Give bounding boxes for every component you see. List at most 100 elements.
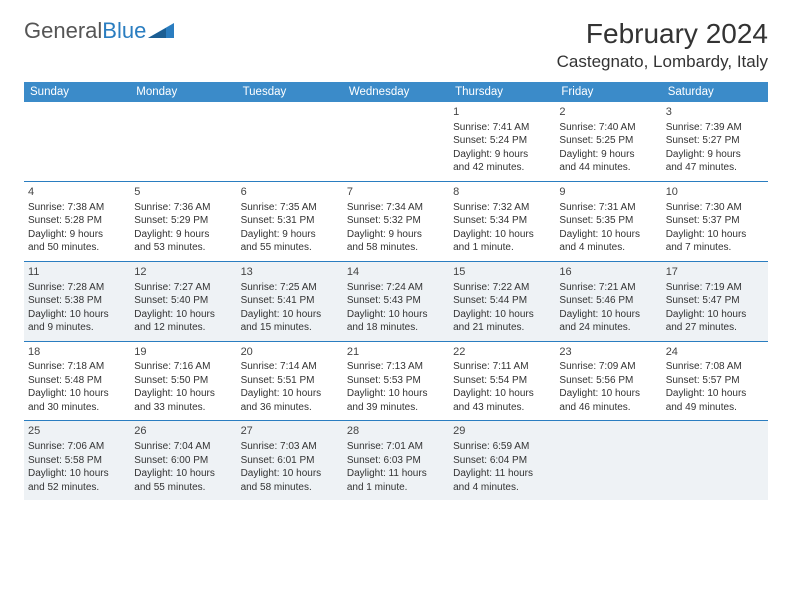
calendar-cell <box>24 102 130 181</box>
cell-line: Daylight: 11 hours <box>347 467 445 481</box>
cell-line: and 58 minutes. <box>347 241 445 255</box>
day-number: 25 <box>28 424 126 439</box>
day-number: 26 <box>134 424 232 439</box>
cell-line: Sunset: 5:25 PM <box>559 134 657 148</box>
calendar-cell: 28Sunrise: 7:01 AMSunset: 6:03 PMDayligh… <box>343 421 449 500</box>
cell-line: Sunset: 5:41 PM <box>241 294 339 308</box>
calendar-cell <box>343 102 449 181</box>
cell-line: Daylight: 9 hours <box>241 228 339 242</box>
day-number: 3 <box>666 105 764 120</box>
calendar-week-row: 4Sunrise: 7:38 AMSunset: 5:28 PMDaylight… <box>24 181 768 261</box>
day-number: 6 <box>241 185 339 200</box>
triangle-icon <box>148 18 174 44</box>
calendar-cell: 27Sunrise: 7:03 AMSunset: 6:01 PMDayligh… <box>237 421 343 500</box>
cell-line: Daylight: 10 hours <box>453 387 551 401</box>
cell-line: Daylight: 10 hours <box>134 387 232 401</box>
cell-line: Sunset: 5:37 PM <box>666 214 764 228</box>
cell-line: Sunset: 6:04 PM <box>453 454 551 468</box>
cell-line: Sunrise: 7:08 AM <box>666 360 764 374</box>
cell-line: Daylight: 10 hours <box>28 308 126 322</box>
cell-line: and 15 minutes. <box>241 321 339 335</box>
cell-line: and 50 minutes. <box>28 241 126 255</box>
calendar-cell: 23Sunrise: 7:09 AMSunset: 5:56 PMDayligh… <box>555 341 661 421</box>
cell-line: Sunrise: 7:03 AM <box>241 440 339 454</box>
cell-line: Sunrise: 7:16 AM <box>134 360 232 374</box>
calendar-cell: 19Sunrise: 7:16 AMSunset: 5:50 PMDayligh… <box>130 341 236 421</box>
cell-line: Sunset: 5:28 PM <box>28 214 126 228</box>
cell-line: and 7 minutes. <box>666 241 764 255</box>
cell-line: and 53 minutes. <box>134 241 232 255</box>
calendar-cell: 6Sunrise: 7:35 AMSunset: 5:31 PMDaylight… <box>237 181 343 261</box>
cell-line: Daylight: 9 hours <box>347 228 445 242</box>
cell-line: Daylight: 9 hours <box>453 148 551 162</box>
cell-line: Sunset: 5:57 PM <box>666 374 764 388</box>
cell-line: and 52 minutes. <box>28 481 126 495</box>
day-number: 19 <box>134 345 232 360</box>
calendar-cell: 12Sunrise: 7:27 AMSunset: 5:40 PMDayligh… <box>130 261 236 341</box>
cell-line: Sunset: 5:58 PM <box>28 454 126 468</box>
cell-line: Sunset: 5:34 PM <box>453 214 551 228</box>
month-title: February 2024 <box>557 18 768 50</box>
cell-line: Sunrise: 7:14 AM <box>241 360 339 374</box>
cell-line: Sunrise: 7:11 AM <box>453 360 551 374</box>
cell-line: Sunset: 5:38 PM <box>28 294 126 308</box>
day-number: 15 <box>453 265 551 280</box>
cell-line: and 39 minutes. <box>347 401 445 415</box>
calendar-cell: 4Sunrise: 7:38 AMSunset: 5:28 PMDaylight… <box>24 181 130 261</box>
calendar-cell: 11Sunrise: 7:28 AMSunset: 5:38 PMDayligh… <box>24 261 130 341</box>
cell-line: Daylight: 11 hours <box>453 467 551 481</box>
day-number: 29 <box>453 424 551 439</box>
cell-line: Sunset: 5:40 PM <box>134 294 232 308</box>
cell-line: Sunrise: 7:21 AM <box>559 281 657 295</box>
day-header: Thursday <box>449 82 555 102</box>
cell-line: Sunrise: 7:34 AM <box>347 201 445 215</box>
calendar-week-row: 11Sunrise: 7:28 AMSunset: 5:38 PMDayligh… <box>24 261 768 341</box>
day-number: 24 <box>666 345 764 360</box>
cell-line: and 55 minutes. <box>241 241 339 255</box>
day-number: 4 <box>28 185 126 200</box>
cell-line: Daylight: 10 hours <box>241 308 339 322</box>
cell-line: Sunset: 6:03 PM <box>347 454 445 468</box>
day-number: 23 <box>559 345 657 360</box>
day-number: 21 <box>347 345 445 360</box>
cell-line: Sunrise: 7:06 AM <box>28 440 126 454</box>
cell-line: Sunrise: 7:27 AM <box>134 281 232 295</box>
calendar-cell: 10Sunrise: 7:30 AMSunset: 5:37 PMDayligh… <box>662 181 768 261</box>
cell-line: Sunset: 5:50 PM <box>134 374 232 388</box>
day-number: 2 <box>559 105 657 120</box>
cell-line: Sunset: 5:53 PM <box>347 374 445 388</box>
cell-line: Daylight: 10 hours <box>241 467 339 481</box>
cell-line: Daylight: 10 hours <box>347 308 445 322</box>
cell-line: Daylight: 9 hours <box>559 148 657 162</box>
cell-line: Daylight: 10 hours <box>666 228 764 242</box>
day-number: 12 <box>134 265 232 280</box>
location-text: Castegnato, Lombardy, Italy <box>557 52 768 72</box>
cell-line: Sunset: 6:00 PM <box>134 454 232 468</box>
cell-line: Sunset: 5:29 PM <box>134 214 232 228</box>
cell-line: Daylight: 10 hours <box>241 387 339 401</box>
cell-line: Sunset: 5:35 PM <box>559 214 657 228</box>
cell-line: Sunrise: 7:24 AM <box>347 281 445 295</box>
day-number: 17 <box>666 265 764 280</box>
cell-line: Sunrise: 7:25 AM <box>241 281 339 295</box>
cell-line: and 47 minutes. <box>666 161 764 175</box>
calendar-cell: 5Sunrise: 7:36 AMSunset: 5:29 PMDaylight… <box>130 181 236 261</box>
cell-line: Sunrise: 7:13 AM <box>347 360 445 374</box>
cell-line: Sunset: 5:32 PM <box>347 214 445 228</box>
calendar-cell: 13Sunrise: 7:25 AMSunset: 5:41 PMDayligh… <box>237 261 343 341</box>
calendar-week-row: 18Sunrise: 7:18 AMSunset: 5:48 PMDayligh… <box>24 341 768 421</box>
cell-line: Daylight: 10 hours <box>453 308 551 322</box>
cell-line: and 18 minutes. <box>347 321 445 335</box>
cell-line: Sunrise: 7:19 AM <box>666 281 764 295</box>
day-number: 28 <box>347 424 445 439</box>
calendar-cell <box>237 102 343 181</box>
cell-line: Daylight: 10 hours <box>134 467 232 481</box>
day-number: 18 <box>28 345 126 360</box>
cell-line: Sunrise: 7:35 AM <box>241 201 339 215</box>
day-header: Monday <box>130 82 236 102</box>
cell-line: and 4 minutes. <box>559 241 657 255</box>
cell-line: Sunrise: 6:59 AM <box>453 440 551 454</box>
day-header: Friday <box>555 82 661 102</box>
calendar-cell: 20Sunrise: 7:14 AMSunset: 5:51 PMDayligh… <box>237 341 343 421</box>
cell-line: Daylight: 10 hours <box>559 228 657 242</box>
